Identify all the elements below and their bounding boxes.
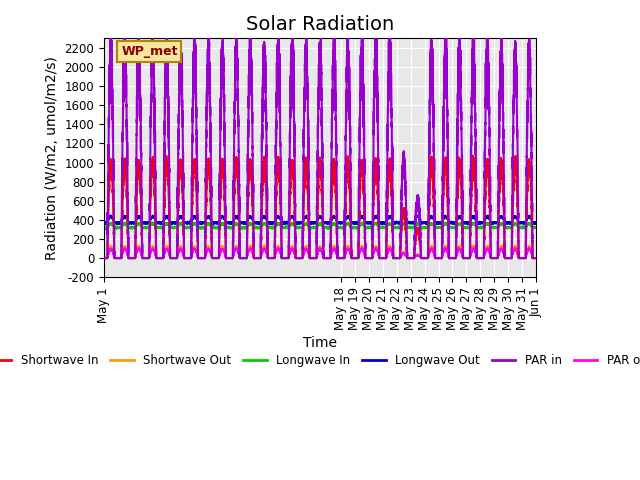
Legend: Shortwave In, Shortwave Out, Longwave In, Longwave Out, PAR in, PAR out: Shortwave In, Shortwave Out, Longwave In… bbox=[0, 349, 640, 372]
Shortwave Out bbox=[260, 242, 268, 248]
PAR in bbox=[470, 21, 477, 26]
Shortwave Out bbox=[321, 255, 328, 261]
Longwave Out bbox=[394, 220, 401, 226]
Shortwave In bbox=[321, 255, 328, 261]
PAR in bbox=[321, 255, 328, 261]
Longwave In bbox=[394, 225, 401, 231]
PAR in bbox=[360, 135, 368, 141]
Line: PAR out: PAR out bbox=[104, 248, 536, 258]
Longwave Out bbox=[532, 220, 540, 226]
PAR out bbox=[360, 249, 368, 255]
PAR in bbox=[100, 255, 108, 261]
Title: Solar Radiation: Solar Radiation bbox=[246, 15, 394, 34]
Longwave Out bbox=[100, 220, 108, 226]
Longwave In bbox=[360, 223, 368, 228]
Line: Longwave Out: Longwave Out bbox=[104, 216, 536, 225]
Shortwave Out bbox=[259, 244, 267, 250]
Line: Shortwave In: Shortwave In bbox=[104, 156, 536, 258]
Shortwave Out bbox=[532, 255, 540, 261]
Shortwave In bbox=[259, 163, 267, 169]
PAR out bbox=[281, 255, 289, 261]
Shortwave In bbox=[188, 239, 195, 244]
Longwave In bbox=[532, 225, 540, 230]
PAR out bbox=[188, 255, 195, 261]
Shortwave Out bbox=[100, 255, 108, 261]
Shortwave In bbox=[360, 198, 368, 204]
PAR out bbox=[394, 255, 401, 261]
Longwave In bbox=[321, 224, 328, 229]
Line: PAR in: PAR in bbox=[104, 24, 536, 258]
X-axis label: Time: Time bbox=[303, 336, 337, 349]
Shortwave Out bbox=[281, 255, 289, 261]
Longwave In bbox=[281, 225, 289, 231]
Longwave Out bbox=[321, 219, 328, 225]
PAR out bbox=[321, 255, 328, 261]
Longwave In bbox=[324, 227, 332, 232]
Longwave Out bbox=[360, 216, 368, 222]
Line: Longwave In: Longwave In bbox=[104, 222, 536, 229]
Shortwave Out bbox=[394, 255, 401, 261]
Shortwave In bbox=[100, 255, 108, 261]
Text: WP_met: WP_met bbox=[121, 45, 178, 58]
Shortwave In bbox=[281, 255, 289, 261]
PAR out bbox=[532, 255, 540, 261]
Shortwave Out bbox=[188, 254, 195, 260]
Longwave Out bbox=[259, 214, 267, 219]
Longwave Out bbox=[281, 220, 289, 226]
Y-axis label: Radiation (W/m2, umol/m2/s): Radiation (W/m2, umol/m2/s) bbox=[45, 56, 59, 260]
Longwave Out bbox=[188, 219, 195, 225]
Longwave Out bbox=[148, 213, 156, 218]
Longwave In bbox=[100, 226, 108, 231]
Shortwave Out bbox=[360, 248, 368, 253]
Shortwave In bbox=[469, 153, 477, 158]
PAR in bbox=[281, 255, 289, 261]
PAR out bbox=[232, 245, 240, 251]
Shortwave In bbox=[532, 255, 540, 261]
Longwave In bbox=[148, 219, 156, 225]
Shortwave In bbox=[393, 255, 401, 261]
Longwave In bbox=[259, 222, 267, 228]
Line: Shortwave Out: Shortwave Out bbox=[104, 245, 536, 258]
PAR out bbox=[259, 247, 267, 253]
Longwave In bbox=[188, 224, 195, 230]
PAR in bbox=[393, 255, 401, 261]
PAR in bbox=[188, 216, 195, 222]
PAR in bbox=[259, 68, 267, 73]
Longwave Out bbox=[379, 222, 387, 228]
PAR out bbox=[100, 255, 108, 261]
PAR in bbox=[532, 255, 540, 261]
